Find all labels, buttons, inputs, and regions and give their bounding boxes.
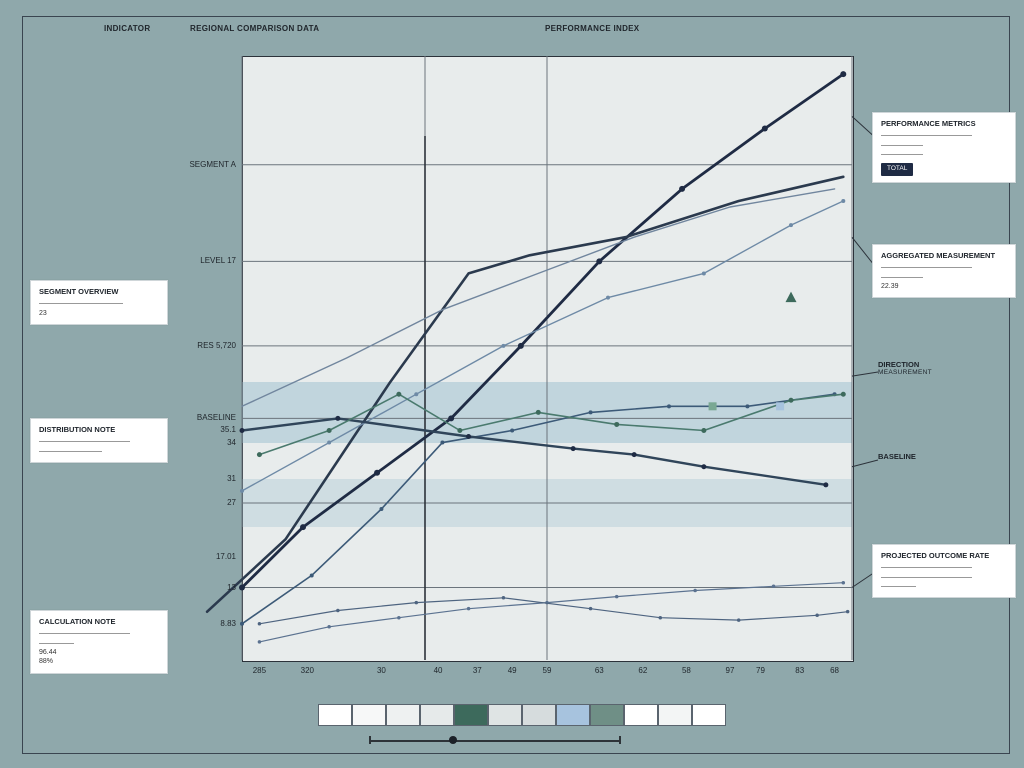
x-tick-5: 49 bbox=[497, 666, 527, 675]
x-tick-12: 83 bbox=[785, 666, 815, 675]
timeline-slider-knob[interactable] bbox=[449, 736, 457, 744]
callout-0: DIRECTIONMEASUREMENT bbox=[878, 360, 932, 376]
y-tick-6: 31 bbox=[182, 474, 236, 483]
right-annotation-2: PROJECTED OUTCOME RATE——————————————————… bbox=[872, 544, 1016, 598]
palette-swatch-3[interactable] bbox=[420, 704, 454, 726]
left-annotation-1: DISTRIBUTION NOTE—————————————————————— bbox=[30, 418, 168, 463]
left-annotation-2: CALCULATION NOTE——————————————————96.448… bbox=[30, 610, 168, 674]
timeline-slider-track[interactable] bbox=[370, 740, 620, 742]
x-tick-6: 59 bbox=[532, 666, 562, 675]
x-tick-8: 62 bbox=[628, 666, 658, 675]
y-tick-9: 13 bbox=[182, 583, 236, 592]
palette-swatch-2[interactable] bbox=[386, 704, 420, 726]
left-annotation-0: SEGMENT OVERVIEW————————————23 bbox=[30, 280, 168, 325]
palette-swatch-5[interactable] bbox=[488, 704, 522, 726]
x-tick-0: 285 bbox=[244, 666, 274, 675]
x-tick-10: 97 bbox=[715, 666, 745, 675]
x-tick-11: 79 bbox=[746, 666, 776, 675]
palette-swatch-9[interactable] bbox=[624, 704, 658, 726]
y-tick-0: SEGMENT A bbox=[182, 160, 236, 169]
palette-swatch-11[interactable] bbox=[692, 704, 726, 726]
y-tick-8: 17.01 bbox=[182, 552, 236, 561]
palette-swatch-1[interactable] bbox=[352, 704, 386, 726]
color-palette bbox=[318, 704, 726, 726]
y-tick-2: RES 5,720 bbox=[182, 341, 236, 350]
palette-swatch-0[interactable] bbox=[318, 704, 352, 726]
y-tick-7: 27 bbox=[182, 498, 236, 507]
y-tick-5: 34 bbox=[182, 438, 236, 447]
right-annotation-1: AGGREGATED MEASUREMENT——————————————————… bbox=[872, 244, 1016, 298]
x-tick-3: 40 bbox=[423, 666, 453, 675]
x-tick-2: 30 bbox=[366, 666, 396, 675]
y-tick-4: 35.1 bbox=[182, 425, 236, 434]
y-tick-1: LEVEL 17 bbox=[182, 256, 236, 265]
x-tick-9: 58 bbox=[671, 666, 701, 675]
callout-1: BASELINE bbox=[878, 452, 916, 461]
x-tick-7: 63 bbox=[584, 666, 614, 675]
palette-swatch-6[interactable] bbox=[522, 704, 556, 726]
x-tick-1: 320 bbox=[292, 666, 322, 675]
y-tick-10: 8.83 bbox=[182, 619, 236, 628]
palette-swatch-4[interactable] bbox=[454, 704, 488, 726]
x-tick-13: 68 bbox=[820, 666, 850, 675]
palette-swatch-7[interactable] bbox=[556, 704, 590, 726]
right-annotation-0: PERFORMANCE METRICS—————————————————————… bbox=[872, 112, 1016, 183]
y-tick-3: BASELINE bbox=[182, 413, 236, 422]
x-tick-4: 37 bbox=[462, 666, 492, 675]
palette-swatch-10[interactable] bbox=[658, 704, 692, 726]
palette-swatch-8[interactable] bbox=[590, 704, 624, 726]
